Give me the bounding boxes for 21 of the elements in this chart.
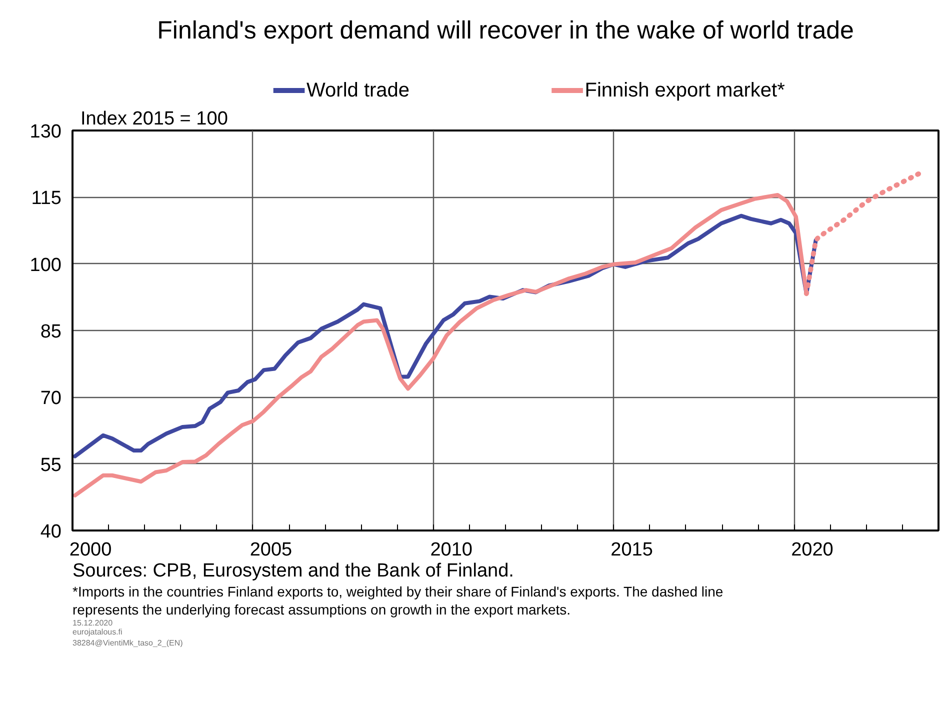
y-tick-label: 70 bbox=[40, 388, 62, 410]
y-tick-label: 100 bbox=[30, 254, 62, 276]
legend-label: World trade bbox=[306, 80, 410, 102]
y-tick-label: 55 bbox=[40, 454, 62, 476]
text: eurojatalous.fi bbox=[72, 628, 123, 636]
source-note: Sources: CPB, Eurosystem and the Bank of Finland. bbox=[72, 560, 514, 582]
x-tick-label: 2020 bbox=[791, 540, 834, 560]
x-tick-label: 2010 bbox=[430, 540, 473, 560]
text: 38284@VientiMk_taso_2_(EN) bbox=[72, 638, 184, 648]
text: 15.12.2020 bbox=[72, 618, 114, 628]
chart-title: Finland's export demand will recover in the wake of world trade bbox=[157, 16, 854, 44]
y-axis-title: Index 2015 = 100 bbox=[80, 108, 228, 130]
legend-label: Finnish export market* bbox=[584, 80, 786, 102]
x-tick-label: 2015 bbox=[610, 540, 653, 560]
x-tick-label: 2005 bbox=[250, 540, 292, 560]
x-tick-label: 2000 bbox=[69, 540, 112, 560]
text: *Imports in the countries Finland exports to, weighted by their share of Finland's exports. The dashed line represents the underlying forecast assumptions on growth in the export markets. bbox=[72, 584, 724, 618]
y-tick-label: 130 bbox=[30, 122, 62, 142]
y-tick-label: 85 bbox=[40, 322, 62, 342]
y-tick-label: 115 bbox=[31, 188, 62, 210]
y-tick-label: 40 bbox=[40, 522, 62, 542]
